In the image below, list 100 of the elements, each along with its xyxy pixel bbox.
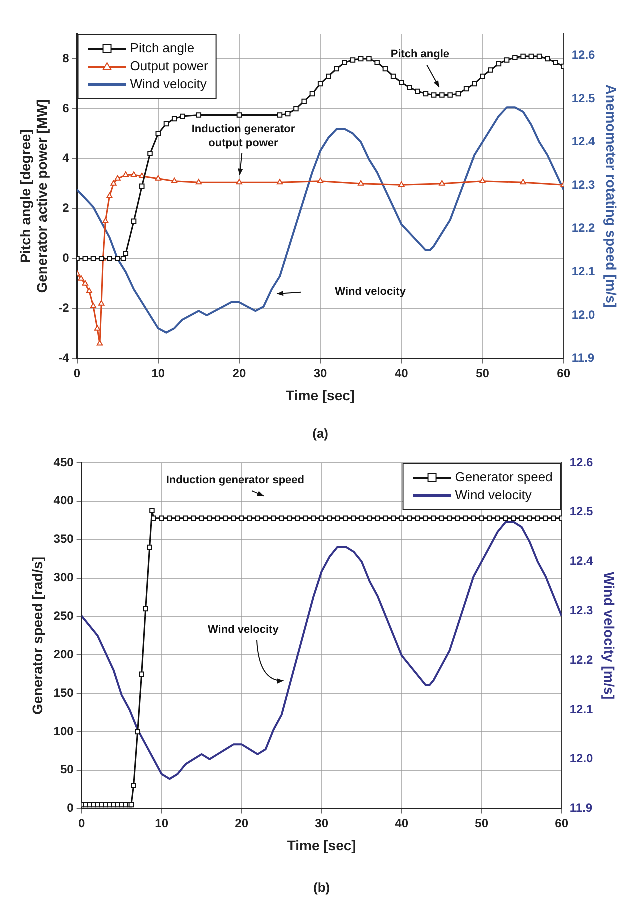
y2-tick-label: 12.2 [570, 652, 594, 667]
point [98, 256, 104, 262]
x-tick-label: 10 [152, 366, 166, 380]
x-tick-label: 0 [78, 816, 86, 830]
y-tick-label: 4 [62, 151, 70, 166]
point [545, 56, 550, 62]
y2-tick-label: 12.3 [572, 178, 596, 192]
point [82, 256, 88, 262]
x-axis-title: Time [sec] [287, 837, 356, 854]
point [431, 92, 437, 98]
point [94, 325, 101, 331]
point [528, 54, 534, 60]
y2-tick-label: 12.6 [570, 455, 594, 470]
point [90, 302, 97, 308]
point [172, 116, 178, 122]
annotation: Wind velocity [208, 624, 280, 636]
y2-tick-label: 11.9 [572, 351, 595, 366]
point [156, 131, 161, 137]
point [488, 68, 494, 73]
y-tick-label: -2 [58, 301, 70, 316]
annotation: Pitch angle [390, 48, 450, 61]
x-tick-label: 60 [557, 366, 571, 380]
x-axis-title: Time [sec] [286, 387, 356, 404]
y2-tick-label: 12.4 [572, 134, 596, 149]
y-tick-label: 450 [54, 455, 74, 470]
annotation: Induction generator output power [192, 123, 296, 150]
point [294, 106, 299, 112]
point [390, 74, 396, 80]
x-tick-label: 50 [476, 366, 490, 380]
point [96, 340, 104, 346]
y2-tick-label: 12.2 [572, 221, 596, 236]
x-tick-label: 30 [315, 816, 329, 830]
point [131, 218, 137, 224]
y2-tick-label: 12.4 [570, 554, 594, 568]
y-tick-label: 0 [62, 251, 70, 266]
point [82, 280, 88, 286]
point [374, 60, 380, 66]
point [236, 179, 243, 185]
x-tick-label: 40 [395, 816, 409, 830]
y2-axis-title: Anemometer rotating speed [m/s] [604, 84, 620, 308]
y-tick-label: 6 [62, 101, 70, 116]
point [439, 180, 446, 186]
y-tick-label: 50 [60, 762, 74, 777]
legend-label: Wind velocity [455, 488, 532, 503]
y-tick-label: 8 [62, 51, 70, 66]
point [106, 192, 113, 198]
point [464, 86, 470, 92]
point [358, 180, 364, 186]
point [310, 91, 316, 97]
point [520, 54, 526, 60]
y2-tick-label: 11.9 [570, 801, 593, 816]
point [326, 74, 332, 80]
legend-label: Generator speed [455, 470, 553, 485]
y-tick-label: 350 [54, 532, 74, 546]
point [171, 178, 178, 184]
x-tick-label: 20 [235, 816, 249, 830]
y-tick-label: -4 [58, 351, 70, 366]
point [90, 256, 96, 262]
point [504, 58, 510, 63]
point [342, 60, 348, 66]
y-axis-title: Pitch angle [degree] Generator active power [MW] [17, 100, 50, 294]
text: (b) [314, 880, 330, 896]
y-tick-label: 250 [54, 609, 74, 623]
x-tick-label: 10 [155, 816, 169, 830]
point [398, 182, 405, 188]
y2-tick-label: 12.1 [570, 702, 594, 716]
point [472, 81, 478, 87]
y2-tick-label: 12.1 [572, 264, 596, 278]
y2-tick-label: 12.0 [572, 308, 596, 322]
annotation: Induction generator speed [166, 474, 305, 486]
point [140, 184, 145, 190]
point [123, 251, 129, 256]
point [107, 256, 112, 262]
x-tick-label: 50 [475, 816, 489, 830]
annotation: Wind velocity [335, 286, 407, 298]
point [115, 256, 120, 262]
point [196, 179, 202, 185]
point [317, 178, 324, 184]
point [415, 88, 420, 94]
y2-tick-label: 12.6 [572, 48, 596, 62]
point [553, 60, 558, 66]
point [440, 92, 445, 98]
point [448, 92, 453, 98]
y-tick-label: 100 [54, 724, 74, 738]
point [155, 175, 162, 181]
point [350, 58, 356, 63]
point [358, 56, 364, 62]
point [277, 112, 283, 118]
point [512, 55, 518, 60]
y2-tick-label: 12.5 [570, 504, 594, 519]
point [334, 66, 340, 72]
point [196, 112, 202, 118]
point [399, 80, 404, 86]
y2-tick-label: 12.5 [572, 91, 596, 106]
legend-label: Pitch angle [130, 40, 195, 56]
point [148, 151, 153, 157]
legend-label: Wind velocity [130, 76, 208, 92]
y-axis-title: Generator speed [rad/s] [29, 556, 46, 715]
legend-label: Output power [130, 58, 209, 74]
point [536, 54, 542, 60]
